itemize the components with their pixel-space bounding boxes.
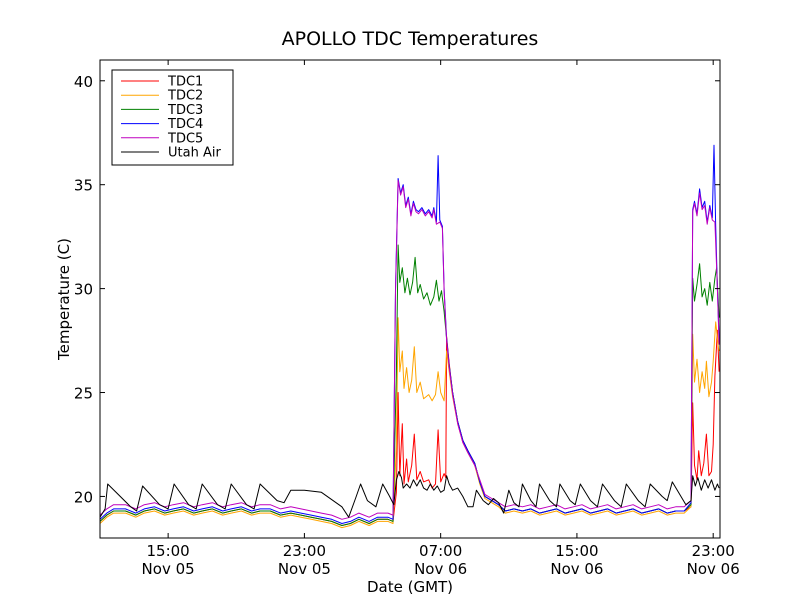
series-line-tdc4 <box>99 144 720 524</box>
y-tick-label: 30 <box>74 281 93 299</box>
legend-box <box>111 69 234 166</box>
x-tick-time-label: 07:00 <box>419 542 462 560</box>
x-tick-time-label: 15:00 <box>147 542 190 560</box>
x-tick-date-label: Nov 05 <box>142 560 195 578</box>
series-line-tdc5 <box>99 180 720 520</box>
series-line-tdc2 <box>99 317 720 529</box>
series-line-utah-air <box>99 471 720 518</box>
y-tick-label: 35 <box>74 177 93 195</box>
y-tick-label: 40 <box>74 73 93 91</box>
x-tick-date-label: Nov 06 <box>414 560 467 578</box>
x-axis-label: Date (GMT) <box>367 578 453 596</box>
legend-label-utah-air: Utah Air <box>168 146 221 161</box>
legend-label-tdc4: TDC4 <box>167 117 203 132</box>
x-tick-time-label: 15:00 <box>555 542 598 560</box>
legend-label-tdc3: TDC3 <box>167 103 203 118</box>
plot-lines <box>99 144 720 529</box>
y-tick-label: 20 <box>74 488 93 506</box>
chart-title: APOLLO TDC Temperatures <box>282 28 539 50</box>
x-tick-time-label: 23:00 <box>692 542 735 560</box>
x-tick-date-label: Nov 06 <box>687 560 740 578</box>
legend-label-tdc1: TDC1 <box>167 75 203 90</box>
x-tick-date-label: Nov 05 <box>278 560 331 578</box>
y-tick-label: 25 <box>74 385 93 403</box>
plot-frame <box>99 59 721 539</box>
x-tick-time-label: 23:00 <box>283 542 326 560</box>
legend-label-tdc5: TDC5 <box>167 131 203 146</box>
legend-label-tdc2: TDC2 <box>167 89 203 104</box>
y-axis-label: Temperature (C) <box>55 238 73 361</box>
x-tick-date-label: Nov 06 <box>550 560 603 578</box>
